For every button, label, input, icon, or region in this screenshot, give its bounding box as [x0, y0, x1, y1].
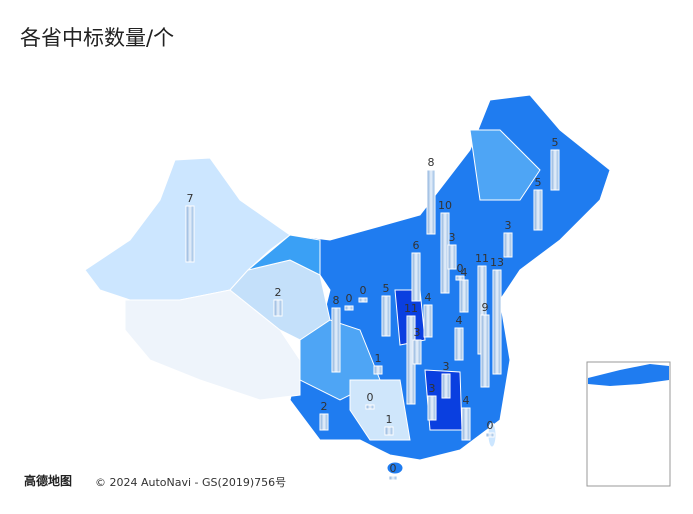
bar-label: 4 — [456, 314, 463, 327]
inset — [586, 361, 671, 487]
region — [247, 234, 321, 276]
bar-label: 1 — [375, 352, 382, 365]
bar-label: 3 — [449, 231, 456, 244]
bar — [185, 205, 195, 263]
provinces — [84, 94, 611, 475]
bar-label: 0 — [360, 284, 367, 297]
bar-label: 0 — [390, 462, 397, 475]
region — [469, 129, 541, 201]
bar-label: 5 — [552, 136, 559, 149]
bar — [365, 404, 375, 410]
bar — [441, 373, 451, 399]
bar — [427, 395, 437, 421]
bar-label: 3 — [443, 360, 450, 373]
bar — [381, 295, 391, 337]
bar — [485, 432, 495, 438]
bar — [426, 169, 436, 235]
bar-label: 5 — [535, 176, 542, 189]
bar-label: 1 — [386, 413, 393, 426]
bar — [319, 413, 329, 431]
bar — [459, 279, 469, 313]
logo: 高德地图 — [24, 474, 73, 488]
bar-label: 4 — [463, 394, 470, 407]
bar-label: 7 — [187, 192, 194, 205]
bar-label: 3 — [414, 326, 421, 339]
bar — [492, 269, 502, 375]
bar — [273, 299, 283, 317]
bar-label: 3 — [429, 382, 436, 395]
bar — [461, 407, 471, 441]
bar — [423, 304, 433, 338]
bar — [358, 297, 368, 303]
bar-label: 2 — [321, 400, 328, 413]
inset-coast — [588, 364, 669, 386]
bar — [454, 327, 464, 361]
bar-label: 4 — [461, 266, 468, 279]
bar — [550, 149, 560, 191]
bar — [384, 426, 394, 436]
bar — [411, 252, 421, 302]
bar-label: 9 — [482, 301, 489, 314]
bar-label: 8 — [333, 294, 340, 307]
bar-label: 11 — [404, 302, 418, 315]
bar — [480, 314, 490, 388]
bar — [503, 232, 513, 258]
bar-label: 0 — [367, 391, 374, 404]
region — [386, 461, 404, 475]
bar — [412, 339, 422, 365]
region — [349, 379, 411, 441]
bar-label: 0 — [487, 419, 494, 432]
bar — [331, 307, 341, 373]
bar-label: 13 — [490, 256, 504, 269]
bar-label: 5 — [383, 282, 390, 295]
bar-label: 0 — [346, 292, 353, 305]
bar-label: 2 — [275, 286, 282, 299]
bar-label: 10 — [438, 199, 452, 212]
bar-label: 4 — [425, 291, 432, 304]
bar — [388, 475, 398, 481]
bar — [533, 189, 543, 231]
bar-label: 6 — [413, 239, 420, 252]
region — [124, 289, 301, 401]
bar — [373, 365, 383, 375]
bar — [447, 244, 457, 270]
bar-label: 11 — [475, 252, 489, 265]
bar-label: 0 — [457, 262, 464, 275]
bar — [344, 305, 354, 311]
bar-label: 8 — [428, 156, 435, 169]
bar-label: 3 — [505, 219, 512, 232]
attribution: © 2024 AutoNavi - GS(2019)756号 — [95, 476, 287, 489]
title: 各省中标数量/个 — [20, 26, 175, 50]
